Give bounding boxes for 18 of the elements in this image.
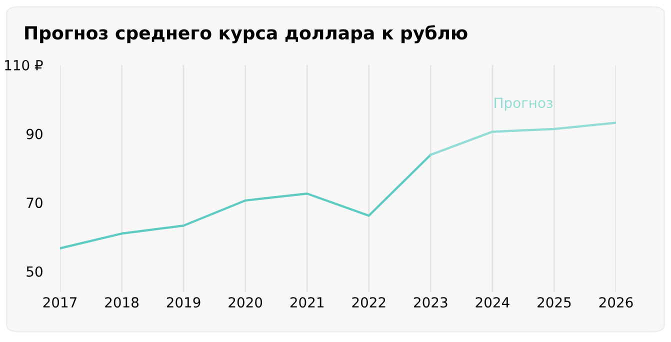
line-series bbox=[430, 122, 616, 156]
x-tick-label: 2020 bbox=[228, 297, 262, 308]
x-tick-label: 2021 bbox=[290, 297, 324, 308]
y-tick-label: 110 ₽ bbox=[5, 60, 43, 70]
line-series bbox=[60, 154, 432, 250]
chart-title: Прогноз среднего курса доллара к рублю bbox=[25, 25, 468, 44]
x-tick-label: 2018 bbox=[105, 297, 138, 308]
series-label: Прогноз bbox=[494, 98, 553, 111]
x-tick-label: 2019 bbox=[166, 297, 200, 308]
x-tick-label: 2026 bbox=[599, 297, 633, 308]
x-tick-label: 2025 bbox=[538, 297, 571, 308]
x-tick-label: 2022 bbox=[352, 297, 386, 308]
y-tick-label: 70 bbox=[26, 198, 42, 208]
y-tick-label: 90 bbox=[26, 128, 42, 140]
x-tick-label: 2023 bbox=[414, 297, 448, 308]
x-tick-label: 2024 bbox=[476, 297, 510, 308]
x-tick-label: 2017 bbox=[43, 297, 76, 308]
y-tick-label: 50 bbox=[26, 266, 42, 277]
